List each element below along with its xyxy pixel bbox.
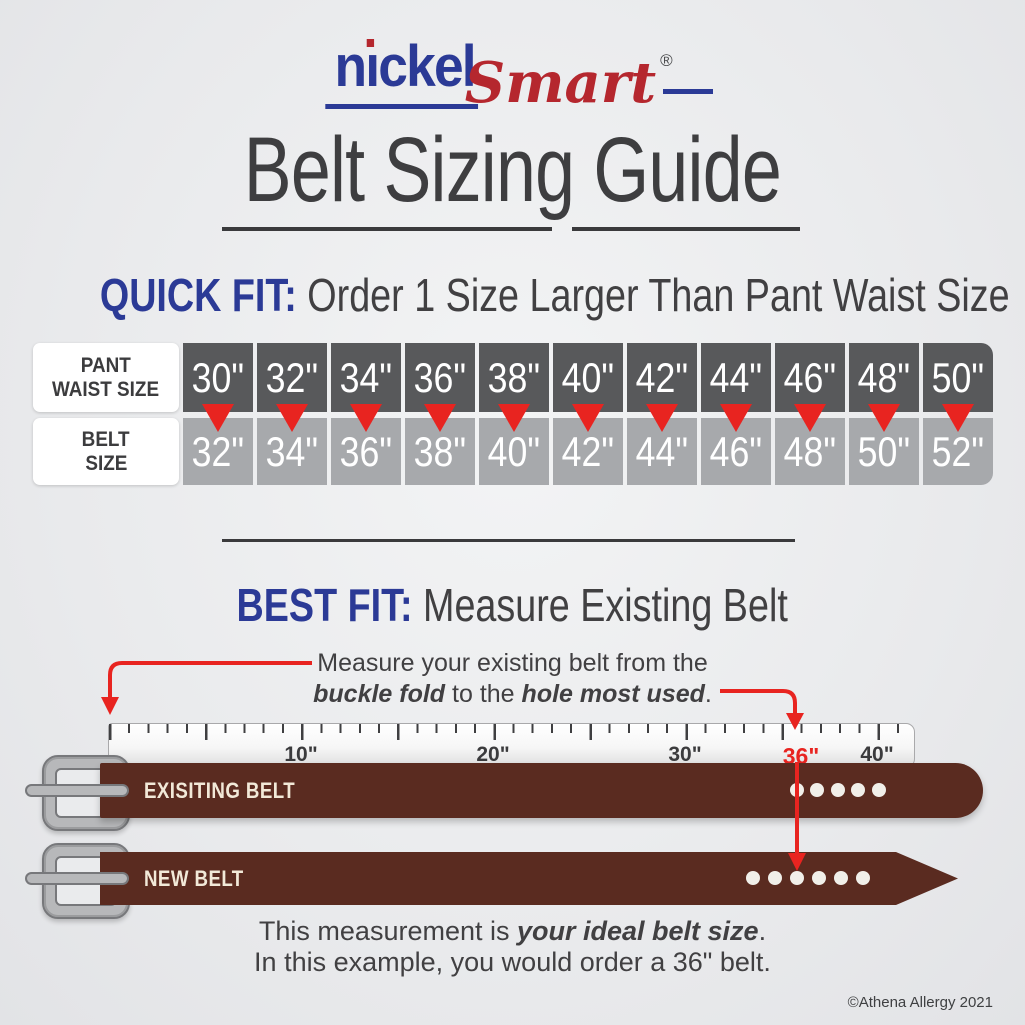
belt-hole	[810, 783, 824, 797]
ruler-label-30: 30"	[668, 743, 702, 766]
best-fit-label: BEST FIT:	[236, 579, 413, 631]
pant-waist-size-label: PANT WAIST SIZE	[33, 343, 179, 412]
pant-size-cell: 40"	[553, 343, 623, 412]
down-arrow-icon	[720, 404, 752, 432]
logo-smart-text: Smart	[464, 50, 657, 116]
pant-size-cell: 36"	[405, 343, 475, 412]
pant-size-cell: 46"	[775, 343, 845, 412]
down-arrow-icon	[572, 404, 604, 432]
title-underline-left	[222, 227, 552, 231]
belt-hole	[768, 871, 782, 885]
existing-belt-strap: EXISITING BELT	[100, 763, 983, 818]
down-arrow-icon	[498, 404, 530, 432]
size-column: 42" 44"	[627, 343, 697, 485]
quick-fit-label: QUICK FIT:	[99, 269, 297, 321]
size-column: 48" 50"	[849, 343, 919, 485]
pant-size-cell: 30"	[183, 343, 253, 412]
down-arrow-icon	[868, 404, 900, 432]
section-divider	[222, 539, 795, 542]
belt-hole	[812, 871, 826, 885]
down-arrow-icon	[276, 404, 308, 432]
belt-size-cell: 38"	[405, 418, 475, 485]
size-column: 50" 52"	[923, 343, 993, 485]
quick-fit-heading: QUICK FIT: Order 1 Size Larger Than Pant…	[0, 268, 1025, 322]
belt-hole	[834, 871, 848, 885]
ruler-label-10: 10"	[284, 743, 318, 766]
best-fit-heading: BEST FIT: Measure Existing Belt	[0, 578, 1025, 632]
ruler-label-40: 40"	[860, 743, 894, 766]
belt-size-cell: 50"	[849, 418, 919, 485]
logo-nickel-text: nı ckel	[325, 38, 479, 109]
belt-hole	[790, 783, 804, 797]
size-column: 32" 34"	[257, 343, 327, 485]
pant-size-cell: 44"	[701, 343, 771, 412]
hole-most-used-term: hole most used	[521, 680, 705, 708]
down-arrow-icon	[646, 404, 678, 432]
belt-hole	[872, 783, 886, 797]
belt-hole	[746, 871, 760, 885]
belt-hole	[831, 783, 845, 797]
pant-size-cell: 50"	[923, 343, 993, 412]
size-column: 38" 40"	[479, 343, 549, 485]
down-arrow-icon	[424, 404, 456, 432]
belt-hole	[851, 783, 865, 797]
ruler-five-inch-ticks	[109, 724, 914, 740]
existing-belt-label: EXISITING BELT	[144, 777, 296, 803]
down-arrow-icon	[202, 404, 234, 432]
logo-underline-dash	[662, 89, 713, 94]
title-underline-right	[572, 227, 800, 231]
belt-size-label: BELT SIZE	[33, 418, 179, 485]
size-column: 34" 36"	[331, 343, 401, 485]
belt-size-cell: 34"	[257, 418, 327, 485]
copyright-text: ©Athena Allergy 2021	[847, 994, 993, 1011]
belt-hole	[856, 871, 870, 885]
buckle-fold-term: buckle fold	[313, 680, 446, 708]
size-column: 36" 38"	[405, 343, 475, 485]
registered-mark: ®	[660, 51, 673, 70]
size-column: 40" 42"	[553, 343, 623, 485]
size-column: 44" 46"	[701, 343, 771, 485]
pant-size-cell: 42"	[627, 343, 697, 412]
down-arrow-icon	[794, 404, 826, 432]
belt-hole	[790, 871, 804, 885]
pant-size-cell: 48"	[849, 343, 919, 412]
ruler-label-20: 20"	[476, 743, 510, 766]
pant-size-cell: 34"	[331, 343, 401, 412]
buckle-prong-icon	[25, 872, 129, 885]
best-fit-text: Measure Existing Belt	[423, 579, 789, 631]
logo-i-dot-icon	[367, 39, 375, 47]
down-arrow-icon	[942, 404, 974, 432]
down-arrow-icon	[350, 404, 382, 432]
new-belt-label: NEW BELT	[144, 865, 244, 891]
size-column: 30" 32"	[183, 343, 253, 485]
footer-note: This measurement is your ideal belt size…	[254, 916, 771, 977]
size-conversion-table: PANT WAIST SIZE BELT SIZE 30" 32" 32" 34" …	[33, 343, 993, 485]
size-column: 46" 48"	[775, 343, 845, 485]
measure-instruction: Measure your existing belt from the buck…	[313, 649, 712, 708]
page-title: Belt Sizing Guide	[243, 119, 782, 221]
table-label-column: PANT WAIST SIZE BELT SIZE	[33, 343, 179, 485]
brand-logo: nı ckelSmart ®	[0, 34, 1025, 116]
ideal-belt-size-term: your ideal belt size	[517, 916, 759, 946]
pant-size-cell: 38"	[479, 343, 549, 412]
new-belt-strap: NEW BELT	[100, 852, 958, 905]
quick-fit-text: Order 1 Size Larger Than Pant Waist Size	[307, 269, 1010, 321]
pant-size-cell: 32"	[257, 343, 327, 412]
buckle-prong-icon	[25, 784, 129, 797]
ruler: 10" 20" 30" 36" 40"	[108, 723, 915, 769]
